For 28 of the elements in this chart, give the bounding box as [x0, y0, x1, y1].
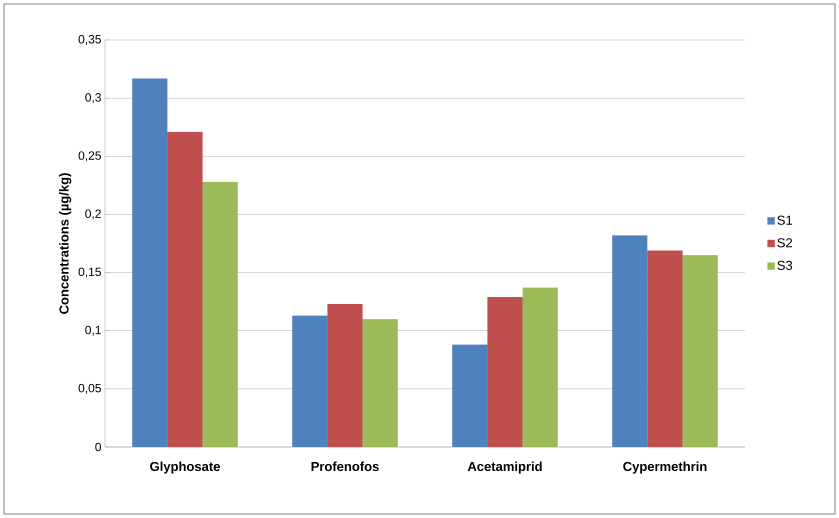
bar	[647, 250, 683, 447]
legend-label: S2	[777, 238, 792, 248]
legend-label: S3	[777, 260, 792, 270]
bar	[682, 255, 718, 447]
bar	[132, 78, 168, 447]
y-tick-label: 0,05	[78, 384, 101, 394]
x-tick-label: Acetamiprid	[468, 462, 542, 474]
y-tick-label: 0,2	[85, 209, 101, 220]
bar	[327, 304, 363, 447]
y-tick-label: 0,1	[85, 326, 101, 336]
bar	[452, 344, 488, 447]
y-tick-label: 0,25	[78, 151, 101, 162]
x-tick-label: Cypermethrin	[623, 462, 706, 474]
x-tick-label: Profenofos	[312, 462, 379, 472]
bar	[362, 319, 398, 447]
legend-label: S1	[777, 216, 792, 225]
bar	[522, 288, 558, 447]
bar	[202, 182, 238, 447]
x-tick-label: Glyphosate	[150, 462, 220, 474]
y-tick-label: 0,15	[78, 268, 101, 278]
bar	[292, 316, 328, 447]
bar	[612, 235, 648, 447]
bar	[167, 132, 203, 447]
bar	[487, 296, 523, 447]
y-axis-title: Concentrations (µg/kg)	[59, 173, 72, 314]
y-tick-label: 0	[95, 442, 102, 452]
y-tick-label: 0,35	[78, 35, 101, 45]
y-tick-label: 0,3	[85, 93, 101, 104]
